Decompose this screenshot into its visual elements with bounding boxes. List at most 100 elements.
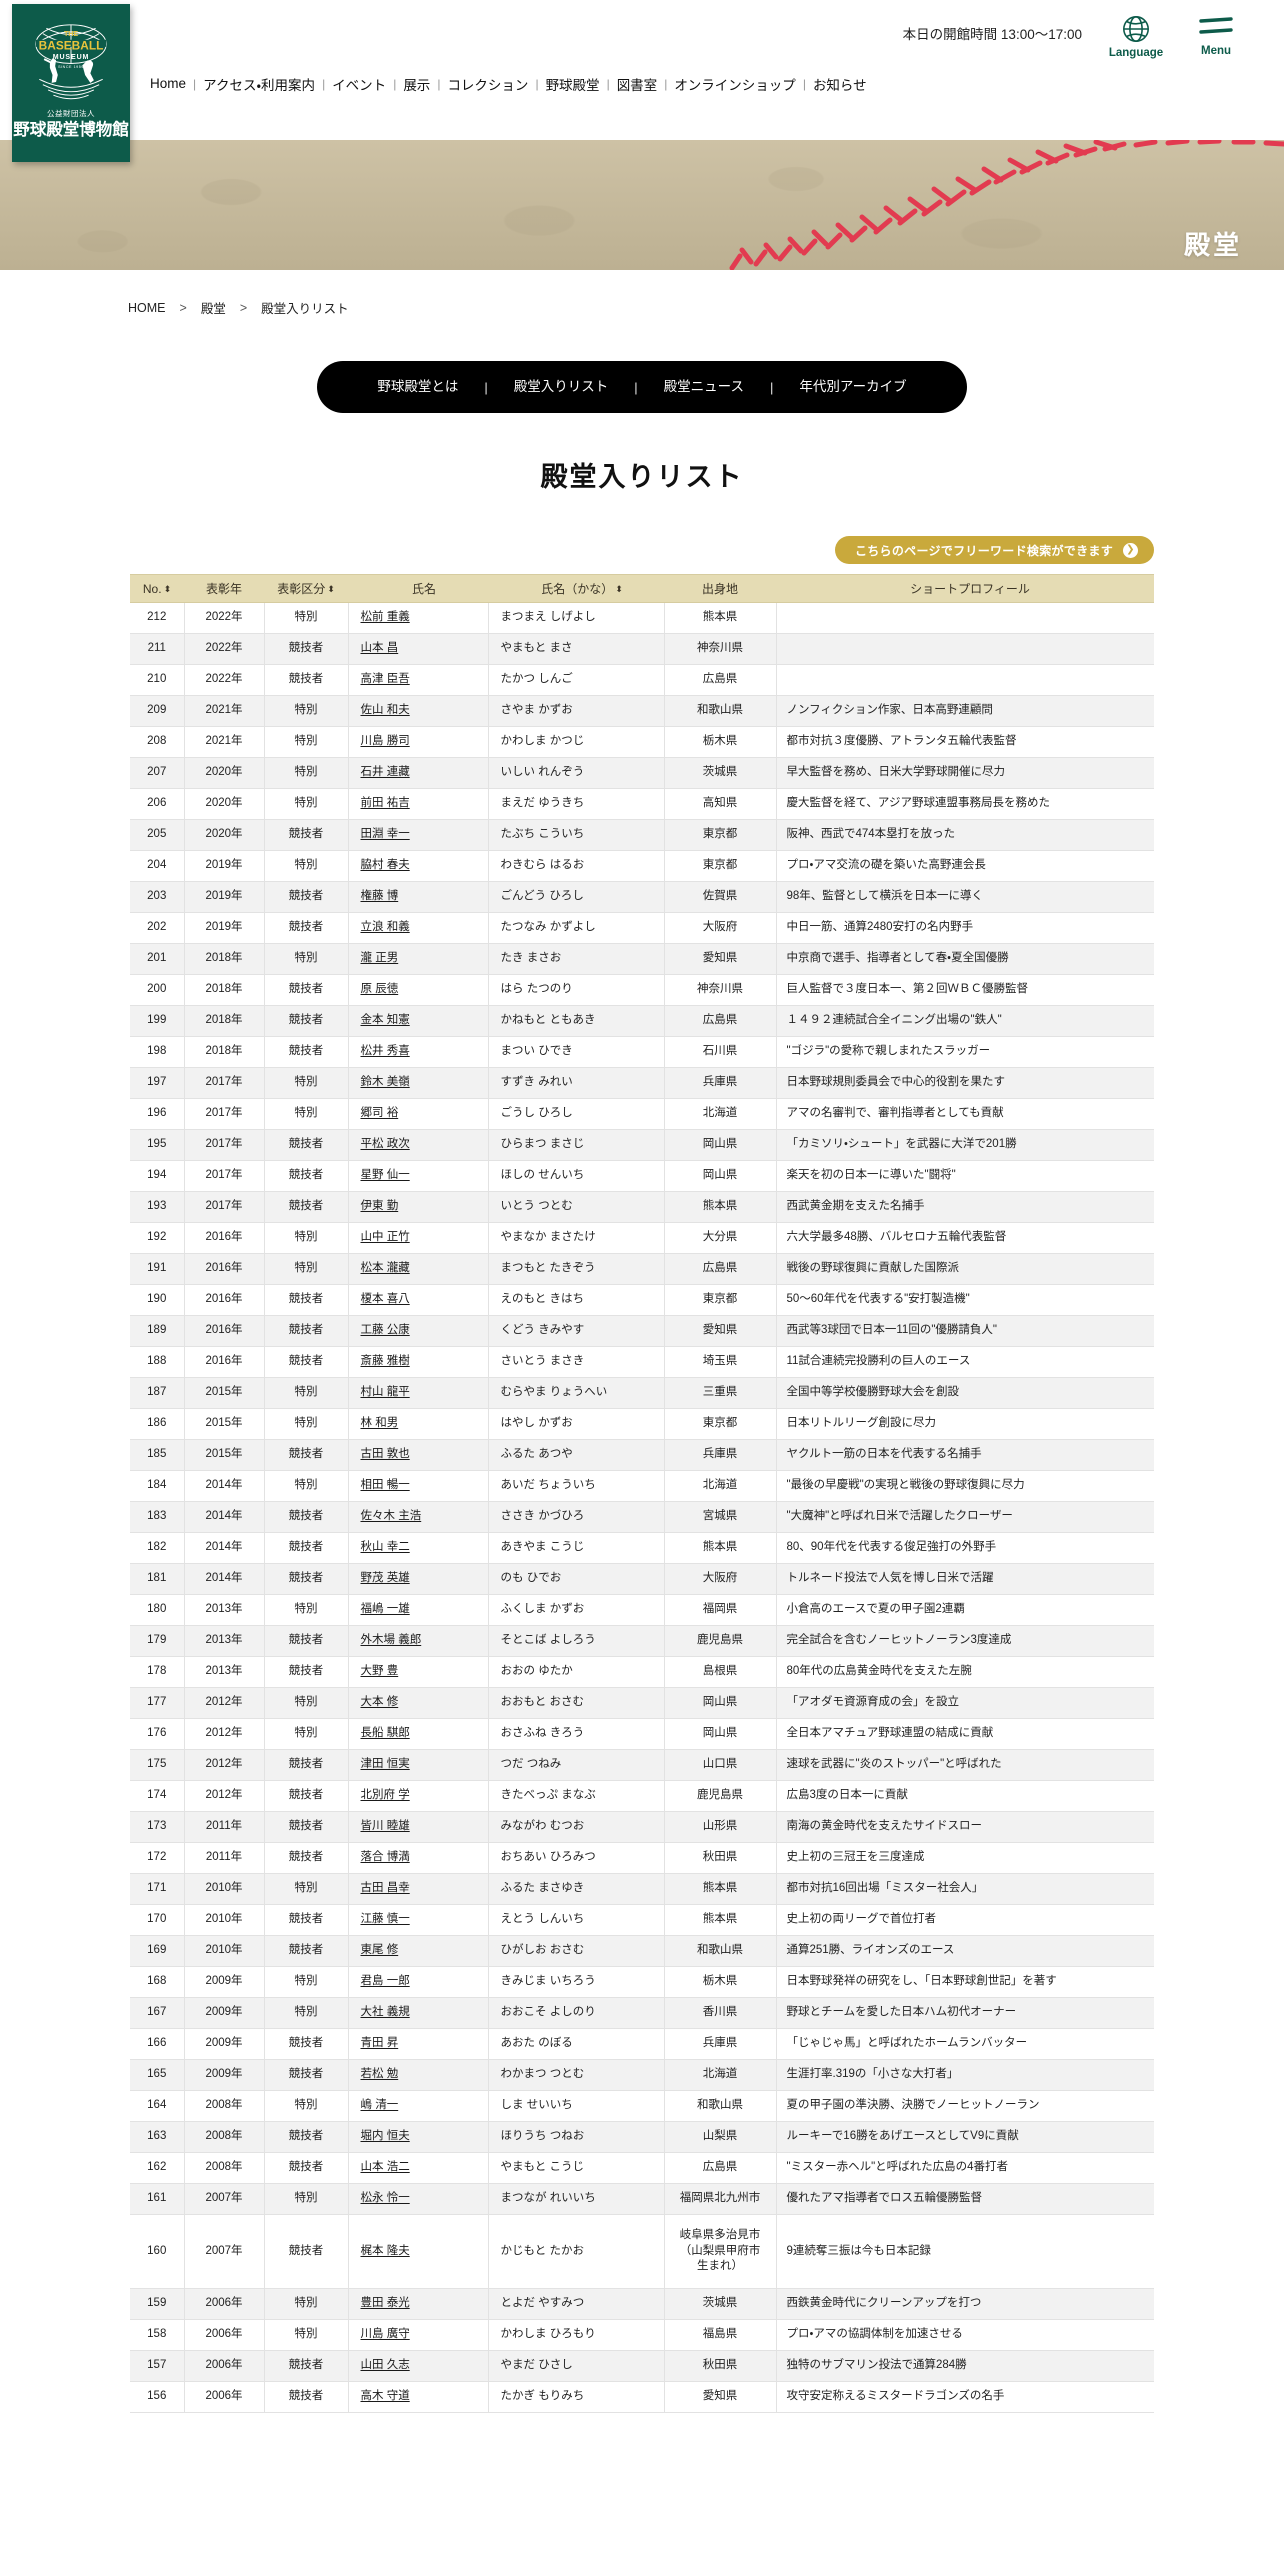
inductee-name-link[interactable]: 原 辰徳 xyxy=(360,983,399,996)
inductee-name-link[interactable]: 川島 廣守 xyxy=(360,2328,410,2341)
freeword-search-button[interactable]: こちらのページでフリーワード検索ができます ❯ xyxy=(834,536,1154,564)
inductee-name-link[interactable]: 嶋 清一 xyxy=(360,2099,399,2112)
cell-profile: 西武等3球団で日本一11回の"優勝請負人" xyxy=(776,1315,1154,1347)
inductee-name-link[interactable]: 松前 重義 xyxy=(360,611,410,624)
nav-item-online-shop[interactable]: オンラインショップ xyxy=(674,77,796,93)
inductee-name-link[interactable]: 佐山 和夫 xyxy=(360,704,410,717)
table-row: 183 2014年 競技者 佐々木 主浩 ささき かづひろ 宮城県 "大魔神"と呼ばれ日米で… xyxy=(130,1501,1154,1533)
nav-item-news[interactable]: お知らせ xyxy=(812,77,867,93)
column-header-year[interactable]: 表彰年 xyxy=(184,574,264,603)
inductee-name-link[interactable]: 落合 博満 xyxy=(360,1851,410,1864)
cell-name: 梶本 隆夫 xyxy=(348,2214,489,2289)
inductee-name-link[interactable]: 相田 暢一 xyxy=(360,1479,410,1492)
inductee-name-link[interactable]: 江藤 慎一 xyxy=(360,1913,410,1926)
cell-no: 186 xyxy=(130,1408,185,1440)
site-logo[interactable]: THE BASEBALL MUSEUM SINCE 1959 公益財団法人 野球… xyxy=(12,4,130,162)
inductee-name-link[interactable]: 古田 昌幸 xyxy=(360,1882,410,1895)
inductee-name-link[interactable]: 北別府 学 xyxy=(360,1789,410,1802)
cell-kana: のも ひでお xyxy=(488,1563,665,1595)
breadcrumb-item-home[interactable]: HOME xyxy=(128,300,166,315)
inductee-name-link[interactable]: 若松 勉 xyxy=(360,2068,399,2081)
inductee-name-link[interactable]: 松本 瀧藏 xyxy=(360,1262,410,1275)
inductee-name-link[interactable]: 林 和男 xyxy=(360,1417,399,1430)
inductee-name-link[interactable]: 村山 龍平 xyxy=(360,1386,410,1399)
breadcrumb-separator: > xyxy=(179,300,187,315)
menu-button[interactable]: Menu xyxy=(1188,14,1244,58)
inductee-name-link[interactable]: 山中 正竹 xyxy=(360,1231,410,1244)
nav-item-collection[interactable]: コレクション xyxy=(447,77,529,93)
inductee-name-link[interactable]: 津田 恒実 xyxy=(360,1758,410,1771)
cell-kana: あきやま こうじ xyxy=(488,1532,665,1564)
inductee-name-link[interactable]: 松永 怜一 xyxy=(360,2192,410,2205)
inductee-name-link[interactable]: 脇村 春夫 xyxy=(360,859,410,872)
inductee-name-link[interactable]: 伊東 勤 xyxy=(360,1200,399,1213)
breadcrumb-item-hall[interactable]: 殿堂 xyxy=(200,302,226,316)
inductee-name-link[interactable]: 瀧 正男 xyxy=(360,952,399,965)
inductee-name-link[interactable]: 野茂 英雄 xyxy=(360,1572,410,1585)
inductee-name-link[interactable]: 前田 祐吉 xyxy=(360,797,410,810)
cell-kana: とよだ やすみつ xyxy=(488,2288,665,2320)
inductee-name-link[interactable]: 鈴木 美嶺 xyxy=(360,1076,410,1089)
inductee-name-link[interactable]: 山本 浩二 xyxy=(360,2161,410,2174)
inductee-name-link[interactable]: 平松 政次 xyxy=(360,1138,410,1151)
inductee-name-link[interactable]: 君島 一郎 xyxy=(360,1975,410,1988)
inductee-name-link[interactable]: 長船 騏郎 xyxy=(360,1727,410,1740)
inductee-name-link[interactable]: 石井 連藏 xyxy=(360,766,410,779)
column-header-no[interactable]: No. ⬍ xyxy=(130,574,184,603)
inductee-name-link[interactable]: 斎藤 雅樹 xyxy=(360,1355,410,1368)
inductee-name-link[interactable]: 堀内 恒夫 xyxy=(360,2130,410,2143)
nav-item-access[interactable]: アクセス・利用案内 xyxy=(203,77,316,93)
nav-item-hall-of-fame[interactable]: 野球殿堂 xyxy=(545,77,600,93)
tab-era-archive[interactable]: 年代別アーカイブ xyxy=(799,379,907,395)
inductee-name-link[interactable]: 豊田 泰光 xyxy=(360,2297,410,2310)
inductee-name-link[interactable]: 金本 知憲 xyxy=(360,1014,410,1027)
inductee-name-link[interactable]: 佐々木 主浩 xyxy=(360,1510,422,1523)
inductee-name-link[interactable]: 大本 修 xyxy=(360,1696,399,1709)
inductee-name-link[interactable]: 皆川 睦雄 xyxy=(360,1820,410,1833)
cell-kana: ふるた あつや xyxy=(488,1439,665,1471)
column-header-category[interactable]: 表彰区分 ⬍ xyxy=(264,574,348,603)
inductee-name-link[interactable]: 東尾 修 xyxy=(360,1944,399,1957)
column-header-profile[interactable]: ショートプロフィール xyxy=(776,574,1154,603)
cell-origin: 宮城県 xyxy=(664,1501,777,1533)
inductee-name-link[interactable]: 外木場 義郎 xyxy=(360,1634,422,1647)
cell-profile: 11試合連続完投勝利の巨人のエース xyxy=(776,1346,1154,1378)
inductee-name-link[interactable]: 郷司 裕 xyxy=(360,1107,399,1120)
inductee-name-link[interactable]: 高木 守道 xyxy=(360,2390,410,2403)
tab-hall-news[interactable]: 殿堂ニュース xyxy=(663,379,744,395)
language-switcher[interactable]: Language xyxy=(1108,14,1164,60)
inductee-name-link[interactable]: 古田 敦也 xyxy=(360,1448,410,1461)
cell-origin: 岡山県 xyxy=(664,1718,777,1750)
nav-item-library[interactable]: 図書室 xyxy=(616,77,658,93)
inductee-name-link[interactable]: 秋山 幸二 xyxy=(360,1541,410,1554)
inductee-name-link[interactable]: 工藤 公康 xyxy=(360,1324,410,1337)
inductee-name-link[interactable]: 梶本 隆夫 xyxy=(360,2244,410,2257)
table-row: 187 2015年 特別 村山 龍平 むらやま りょうへい 三重県 全国中等学校優勝野球大会… xyxy=(130,1377,1154,1409)
tab-about-hall-of-fame[interactable]: 野球殿堂とは xyxy=(377,379,459,395)
inductee-name-link[interactable]: 青田 昇 xyxy=(360,2037,399,2050)
inductee-name-link[interactable]: 高津 臣吾 xyxy=(360,673,410,686)
nav-item-event[interactable]: イベント xyxy=(332,77,387,93)
inductee-name-link[interactable]: 山本 昌 xyxy=(360,642,399,655)
cell-origin: 兵庫県 xyxy=(664,2028,777,2060)
inductee-name-link[interactable]: 山田 久志 xyxy=(360,2359,410,2372)
inductee-name-link[interactable]: 福嶋 一雄 xyxy=(360,1603,410,1616)
inductee-name-link[interactable]: 田淵 幸一 xyxy=(360,828,410,841)
inductee-name-link[interactable]: 松井 秀喜 xyxy=(360,1045,410,1058)
inductee-name-link[interactable]: 権藤 博 xyxy=(360,890,399,903)
tab-inductee-list[interactable]: 殿堂入りリスト xyxy=(513,379,609,395)
nav-item-home[interactable]: Home xyxy=(150,76,187,91)
inductee-name-link[interactable]: 大野 豊 xyxy=(360,1665,399,1678)
inductee-name-link[interactable]: 川島 勝司 xyxy=(360,735,410,748)
nav-item-exhibit[interactable]: 展示 xyxy=(403,77,431,93)
cell-year: 2015年 xyxy=(184,1408,265,1440)
inductee-name-link[interactable]: 大社 義規 xyxy=(360,2006,410,2019)
column-header-kana[interactable]: 氏名（かな） ⬍ xyxy=(488,574,664,603)
column-header-origin[interactable]: 出身地 xyxy=(664,574,776,603)
inductee-name-link[interactable]: 立浪 和義 xyxy=(360,921,410,934)
sort-icon: ⬍ xyxy=(163,583,172,594)
inductee-name-link[interactable]: 星野 仙一 xyxy=(360,1169,410,1182)
cell-origin: 東京都 xyxy=(664,819,777,851)
inductee-name-link[interactable]: 榎本 喜八 xyxy=(360,1293,410,1306)
column-header-name[interactable]: 氏名 xyxy=(348,574,488,603)
